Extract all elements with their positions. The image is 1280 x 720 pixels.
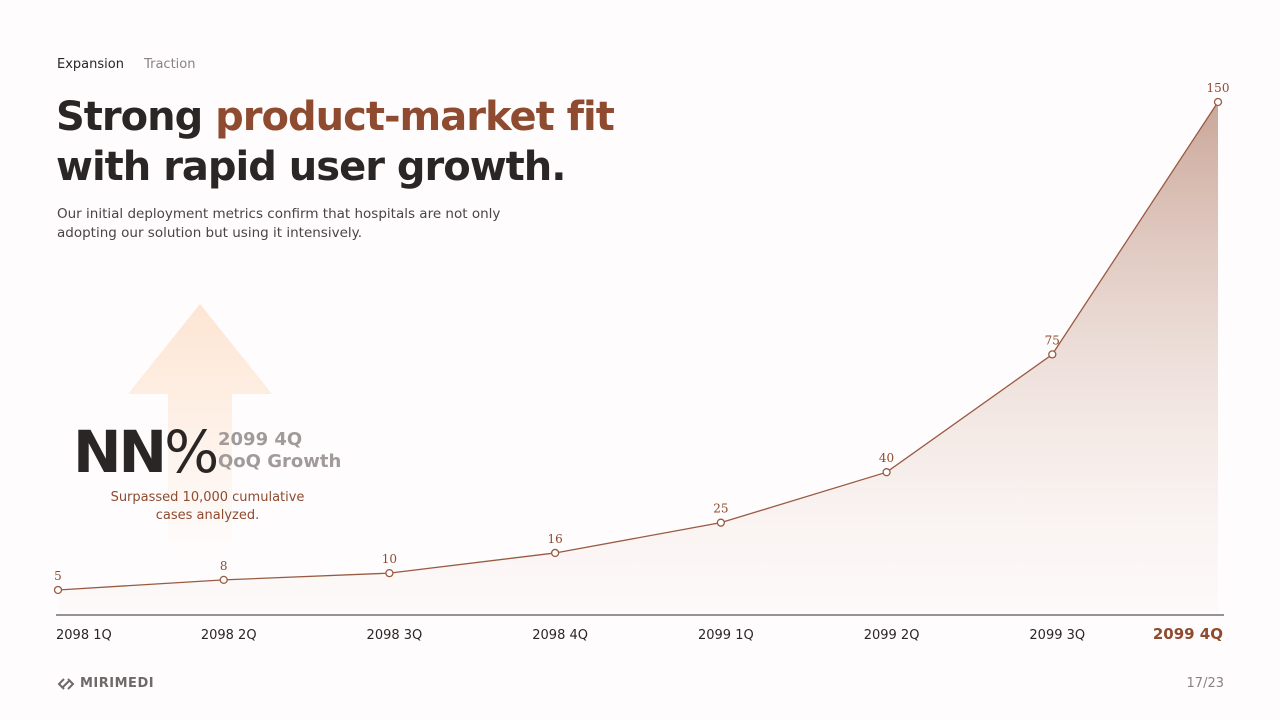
x-tick-label: 2098 3Q — [367, 628, 423, 643]
x-tick-label: 2099 3Q — [1029, 628, 1085, 643]
tab-traction[interactable]: Traction — [144, 57, 196, 72]
data-point — [550, 548, 560, 558]
section-tabs: Expansion Traction — [57, 57, 211, 72]
kpi-number: NN — [73, 418, 167, 486]
data-point — [1213, 97, 1223, 107]
data-label: 75 — [1045, 333, 1060, 347]
page-title: Strong product-market fit with rapid user… — [56, 92, 615, 192]
kpi-unit: % — [164, 418, 219, 486]
kpi-metric: QoQ Growth — [218, 451, 342, 472]
data-label: 8 — [220, 559, 228, 573]
data-label: 16 — [548, 532, 563, 546]
x-tick-label: 2099 4Q — [1153, 625, 1223, 643]
x-tick-label: 2098 2Q — [201, 628, 257, 643]
x-tick-label: 2099 1Q — [698, 628, 754, 643]
x-tick-label: 2098 4Q — [532, 628, 588, 643]
x-tick-label: 2098 1Q — [56, 628, 112, 643]
data-point — [882, 468, 891, 477]
page-number: 17/23 — [1186, 676, 1224, 691]
up-arrow-icon — [128, 304, 272, 554]
title-line2: with rapid user growth. — [56, 144, 566, 190]
kpi-value: NN% — [73, 418, 219, 486]
data-point — [219, 575, 228, 585]
kpi-period: 2099 4Q — [218, 429, 303, 450]
data-point — [53, 585, 63, 595]
data-label: 25 — [713, 502, 728, 516]
tab-expansion[interactable]: Expansion — [57, 57, 124, 72]
subtitle: Our initial deployment metrics confirm t… — [57, 206, 501, 241]
series-line — [57, 101, 1219, 591]
data-label: 10 — [382, 552, 397, 566]
area-fill — [58, 102, 1218, 612]
kpi-note: Surpassed 10,000 cumulative cases analyz… — [110, 490, 305, 523]
brand-name: MIRIMEDI — [80, 676, 155, 691]
data-point — [385, 568, 394, 578]
brand-logo: MIRIMEDI — [57, 676, 154, 691]
logo-icon — [57, 677, 75, 690]
data-label: 40 — [879, 451, 894, 465]
kpi-label: 2099 4Q QoQ Growth — [218, 429, 341, 473]
data-label: 150 — [1207, 81, 1230, 95]
data-point — [1048, 350, 1057, 359]
title-plain: Strong — [56, 94, 216, 140]
x-tick-label: 2099 2Q — [864, 628, 920, 643]
data-point — [716, 518, 726, 527]
data-label: 5 — [54, 569, 62, 583]
title-accent: product-market fit — [215, 94, 615, 140]
